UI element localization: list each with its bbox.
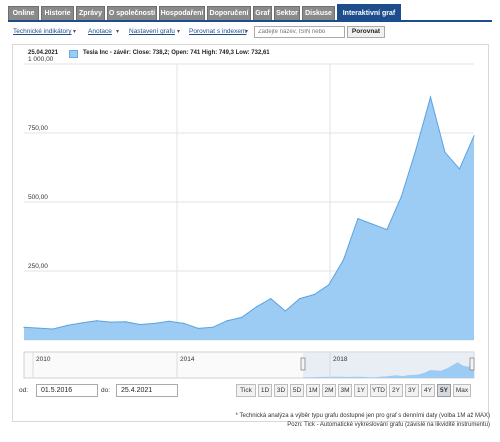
- data-point: [473, 135, 475, 137]
- tab-historie[interactable]: Historie: [41, 6, 74, 20]
- chart-panel: [12, 44, 489, 422]
- zoom-button-1y[interactable]: 1Y: [354, 384, 368, 397]
- data-point: [81, 322, 83, 324]
- navigator-year-label: 2010: [36, 356, 51, 363]
- data-point: [197, 327, 199, 329]
- data-point: [255, 306, 257, 308]
- tab-doporučení[interactable]: Doporučení: [207, 6, 251, 20]
- tab-bar: Online Historie Zprávy O společnosti Hospoda…: [8, 4, 492, 22]
- data-point: [415, 149, 417, 151]
- data-point: [458, 168, 461, 170]
- legend-date: 25.04.2021: [28, 50, 59, 56]
- data-point: [444, 151, 446, 153]
- tab-hospodaření[interactable]: Hospodaření: [159, 6, 205, 20]
- zoom-button-1m[interactable]: 1M: [306, 384, 320, 397]
- price-line: [23, 95, 475, 330]
- instrument-search-input[interactable]: [254, 26, 345, 38]
- navigator-handle[interactable]: [469, 357, 475, 371]
- chevron-down-icon[interactable]: ▾: [116, 29, 120, 35]
- data-point: [226, 320, 228, 322]
- from-date-input[interactable]: 01.5.2016: [36, 384, 98, 397]
- data-point: [371, 223, 373, 225]
- zoom-button-1d[interactable]: 1D: [258, 384, 272, 397]
- tab-sektor[interactable]: Sektor: [274, 6, 300, 20]
- tab-interaktivní-graf[interactable]: Interaktivní graf: [337, 4, 401, 20]
- data-point: [328, 284, 330, 286]
- data-point: [429, 96, 432, 98]
- zoom-button-3d[interactable]: 3D: [274, 384, 288, 397]
- date-range-bar: od: 01.5.2016 do: 25.4.2021 Tick 1D 3D 5D 1M…: [19, 384, 479, 398]
- tab-o-společnosti[interactable]: O společnosti: [107, 6, 157, 20]
- zoom-button-3y[interactable]: 3Y: [405, 384, 419, 397]
- data-point: [241, 316, 243, 318]
- data-point: [66, 324, 69, 326]
- zoom-button-5y[interactable]: 5Y: [437, 384, 451, 397]
- tab-graf[interactable]: Graf: [253, 6, 272, 20]
- y-tick-label: 1 000,00: [28, 56, 54, 63]
- annotations-link[interactable]: Anotace: [88, 28, 112, 35]
- data-point: [183, 322, 185, 324]
- to-date-input[interactable]: 25.4.2021: [116, 384, 178, 397]
- data-point: [96, 320, 98, 322]
- data-point: [386, 229, 388, 231]
- zoom-button-5d[interactable]: 5D: [290, 384, 304, 397]
- navigator-year-label: 2018: [333, 356, 348, 363]
- chevron-down-icon[interactable]: ▾: [73, 29, 77, 35]
- chart-toolbar: Technické indikátory ▾ Anotace ▾ Nastave…: [13, 26, 493, 40]
- data-point: [52, 328, 54, 330]
- zoom-button-2y[interactable]: 2Y: [389, 384, 403, 397]
- navigator-handle[interactable]: [300, 357, 306, 371]
- tab-diskuse[interactable]: Diskuse: [302, 6, 335, 20]
- y-tick-label: 500,00: [28, 194, 48, 201]
- navigator-year-label: 2014: [180, 356, 195, 363]
- zoom-button-max[interactable]: Max: [453, 384, 471, 397]
- data-point: [357, 218, 359, 220]
- legend-swatch: [69, 50, 78, 58]
- price-area: [24, 97, 474, 340]
- chevron-down-icon[interactable]: ▾: [245, 29, 249, 35]
- data-point: [212, 326, 214, 328]
- data-point: [400, 195, 402, 198]
- legend-values: Tesla Inc - závěr: Close: 738,2; Open: 7…: [83, 50, 270, 56]
- footnote-line-1: * Technická analýza a výběr typu grafu d…: [235, 413, 490, 419]
- from-label: od:: [19, 387, 29, 394]
- data-point: [284, 310, 286, 312]
- zoom-button-4y[interactable]: 4Y: [421, 384, 435, 397]
- zoom-button-2m[interactable]: 2M: [322, 384, 336, 397]
- chart-settings-link[interactable]: Nastavení grafu: [129, 28, 175, 35]
- navigator-area: [303, 362, 474, 378]
- zoom-button-tick[interactable]: Tick: [236, 384, 256, 397]
- zoom-button-ytd[interactable]: YTD: [370, 384, 387, 397]
- y-tick-label: 750,00: [28, 125, 48, 132]
- chevron-down-icon[interactable]: ▾: [177, 29, 181, 35]
- technical-indicators-link[interactable]: Technické indikátory: [13, 28, 72, 35]
- data-point: [168, 320, 170, 322]
- to-label: do:: [101, 387, 111, 394]
- data-point: [270, 298, 272, 300]
- footnote-line-2: Pozn: Tick - Automatické vykreslování gr…: [287, 422, 490, 428]
- data-point: [23, 326, 25, 328]
- data-point: [139, 323, 141, 326]
- tab-online[interactable]: Online: [8, 6, 39, 20]
- compare-index-link[interactable]: Porovnat s indexem: [189, 28, 247, 35]
- data-point: [154, 322, 156, 324]
- data-point: [342, 259, 344, 261]
- data-point: [299, 298, 301, 300]
- tab-zprávy[interactable]: Zprávy: [76, 6, 105, 20]
- y-tick-label: 250,00: [28, 263, 48, 270]
- data-point: [313, 293, 315, 296]
- data-point: [125, 321, 127, 323]
- data-point: [37, 327, 40, 329]
- compare-button[interactable]: Porovnat: [347, 26, 385, 38]
- zoom-button-3m[interactable]: 3M: [338, 384, 352, 397]
- data-point: [110, 321, 112, 323]
